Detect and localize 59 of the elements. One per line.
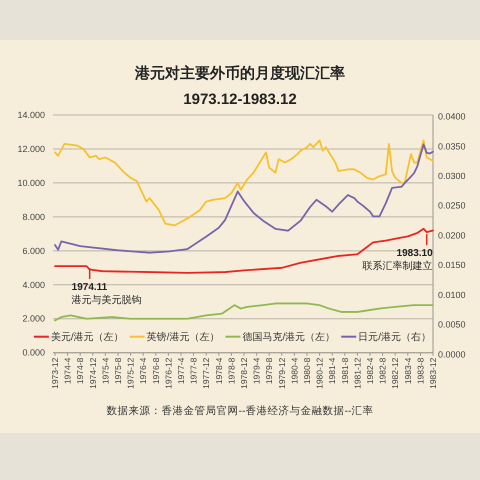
annotation: 1974.11 港元与美元脱钩: [72, 268, 142, 306]
x-tick-label: 1974-8: [75, 357, 86, 384]
y2-tick-label: 0.0350: [438, 141, 466, 152]
x-tick-label: 1978-4: [214, 357, 224, 384]
x-tick-label: 1979-12: [276, 357, 287, 389]
x-tick-label: 1979-8: [264, 357, 274, 384]
x-tick-label: 1975-12: [126, 357, 136, 389]
chart-title: 港元对主要外币的月度现汇汇率: [134, 64, 345, 82]
x-tick-label: 1974-4: [62, 357, 73, 384]
y2-tick-label: 0.0400: [438, 112, 466, 122]
x-tick-label: 1982-12: [390, 357, 400, 389]
y-tick-label: 2.000: [22, 314, 45, 324]
y-tick-label: 4.000: [22, 280, 45, 290]
legend-label: 英镑/港元（左）: [146, 331, 220, 344]
x-tick-label: 1976-4: [138, 357, 148, 384]
x-tick-label: 1974-12: [88, 357, 98, 389]
x-tick-label: 1976-12: [163, 357, 174, 389]
legend-label: 德国马克/港元（左）: [242, 331, 336, 344]
legend-label: 美元/港元（左）: [50, 331, 124, 344]
y-tick-label: 14.000: [17, 110, 45, 120]
x-tick-label: 1977-12: [201, 357, 212, 389]
y2-tick-label: 0.0050: [438, 320, 466, 330]
x-tick-label: 1980-12: [314, 357, 325, 389]
x-tick-label: 1983-4: [402, 357, 413, 384]
x-tick-label: 1977-4: [176, 357, 186, 384]
legend-label: 日元/港元（右）: [358, 331, 431, 344]
x-tick-label: 1975-4: [100, 357, 110, 384]
x-tick-label: 1980-8: [302, 357, 312, 384]
chart-subtitle: 1973.12-1983.12: [183, 91, 297, 108]
x-tick-label: 1983-12: [428, 357, 438, 389]
source-note: 数据来源：香港金管局官网--香港经济与金融数据--汇率: [106, 404, 374, 417]
x-tick-label: 1982-8: [378, 357, 388, 384]
x-tick-label: 1981-12: [352, 357, 362, 389]
y2-tick-label: 0.0150: [438, 260, 466, 270]
annotation: 1983.10 联系汇率制建立: [362, 248, 434, 272]
x-tick-label: 1977-8: [188, 357, 199, 384]
x-tick-label: 1976-8: [150, 357, 161, 384]
x-tick-label: 1973-12: [50, 357, 60, 389]
y2-tick-label: 0.0100: [438, 290, 466, 300]
y-tick-label: 6.000: [22, 246, 45, 256]
y2-tick-label: 0.0000: [438, 349, 466, 360]
y-tick-label: 10.000: [17, 178, 45, 188]
x-tick-label: 1978-8: [226, 357, 236, 384]
x-tick-label: 1980-4: [289, 357, 300, 384]
y-tick-label: 0.000: [22, 348, 45, 358]
x-tick-label: 1982-4: [365, 357, 375, 384]
x-tick-label: 1978-12: [239, 357, 249, 389]
y2-tick-label: 0.0250: [438, 200, 466, 211]
annotation: 1983.10 联系汇率制建立: [362, 234, 433, 272]
y2-tick-label: 0.0200: [438, 230, 466, 240]
x-tick-label: 1979-4: [252, 357, 262, 384]
x-tick-label: 1975-8: [113, 357, 123, 384]
y-tick-label: 12.000: [17, 144, 45, 154]
x-tick-label: 1981-8: [340, 357, 350, 384]
x-tick-label: 1981-4: [327, 357, 338, 384]
y2-tick-label: 0.0300: [438, 171, 466, 182]
y-tick-label: 8.000: [22, 212, 45, 222]
x-tick-label: 1983-8: [415, 357, 426, 384]
annotation: 1974.11 港元与美元脱钩: [72, 282, 142, 306]
